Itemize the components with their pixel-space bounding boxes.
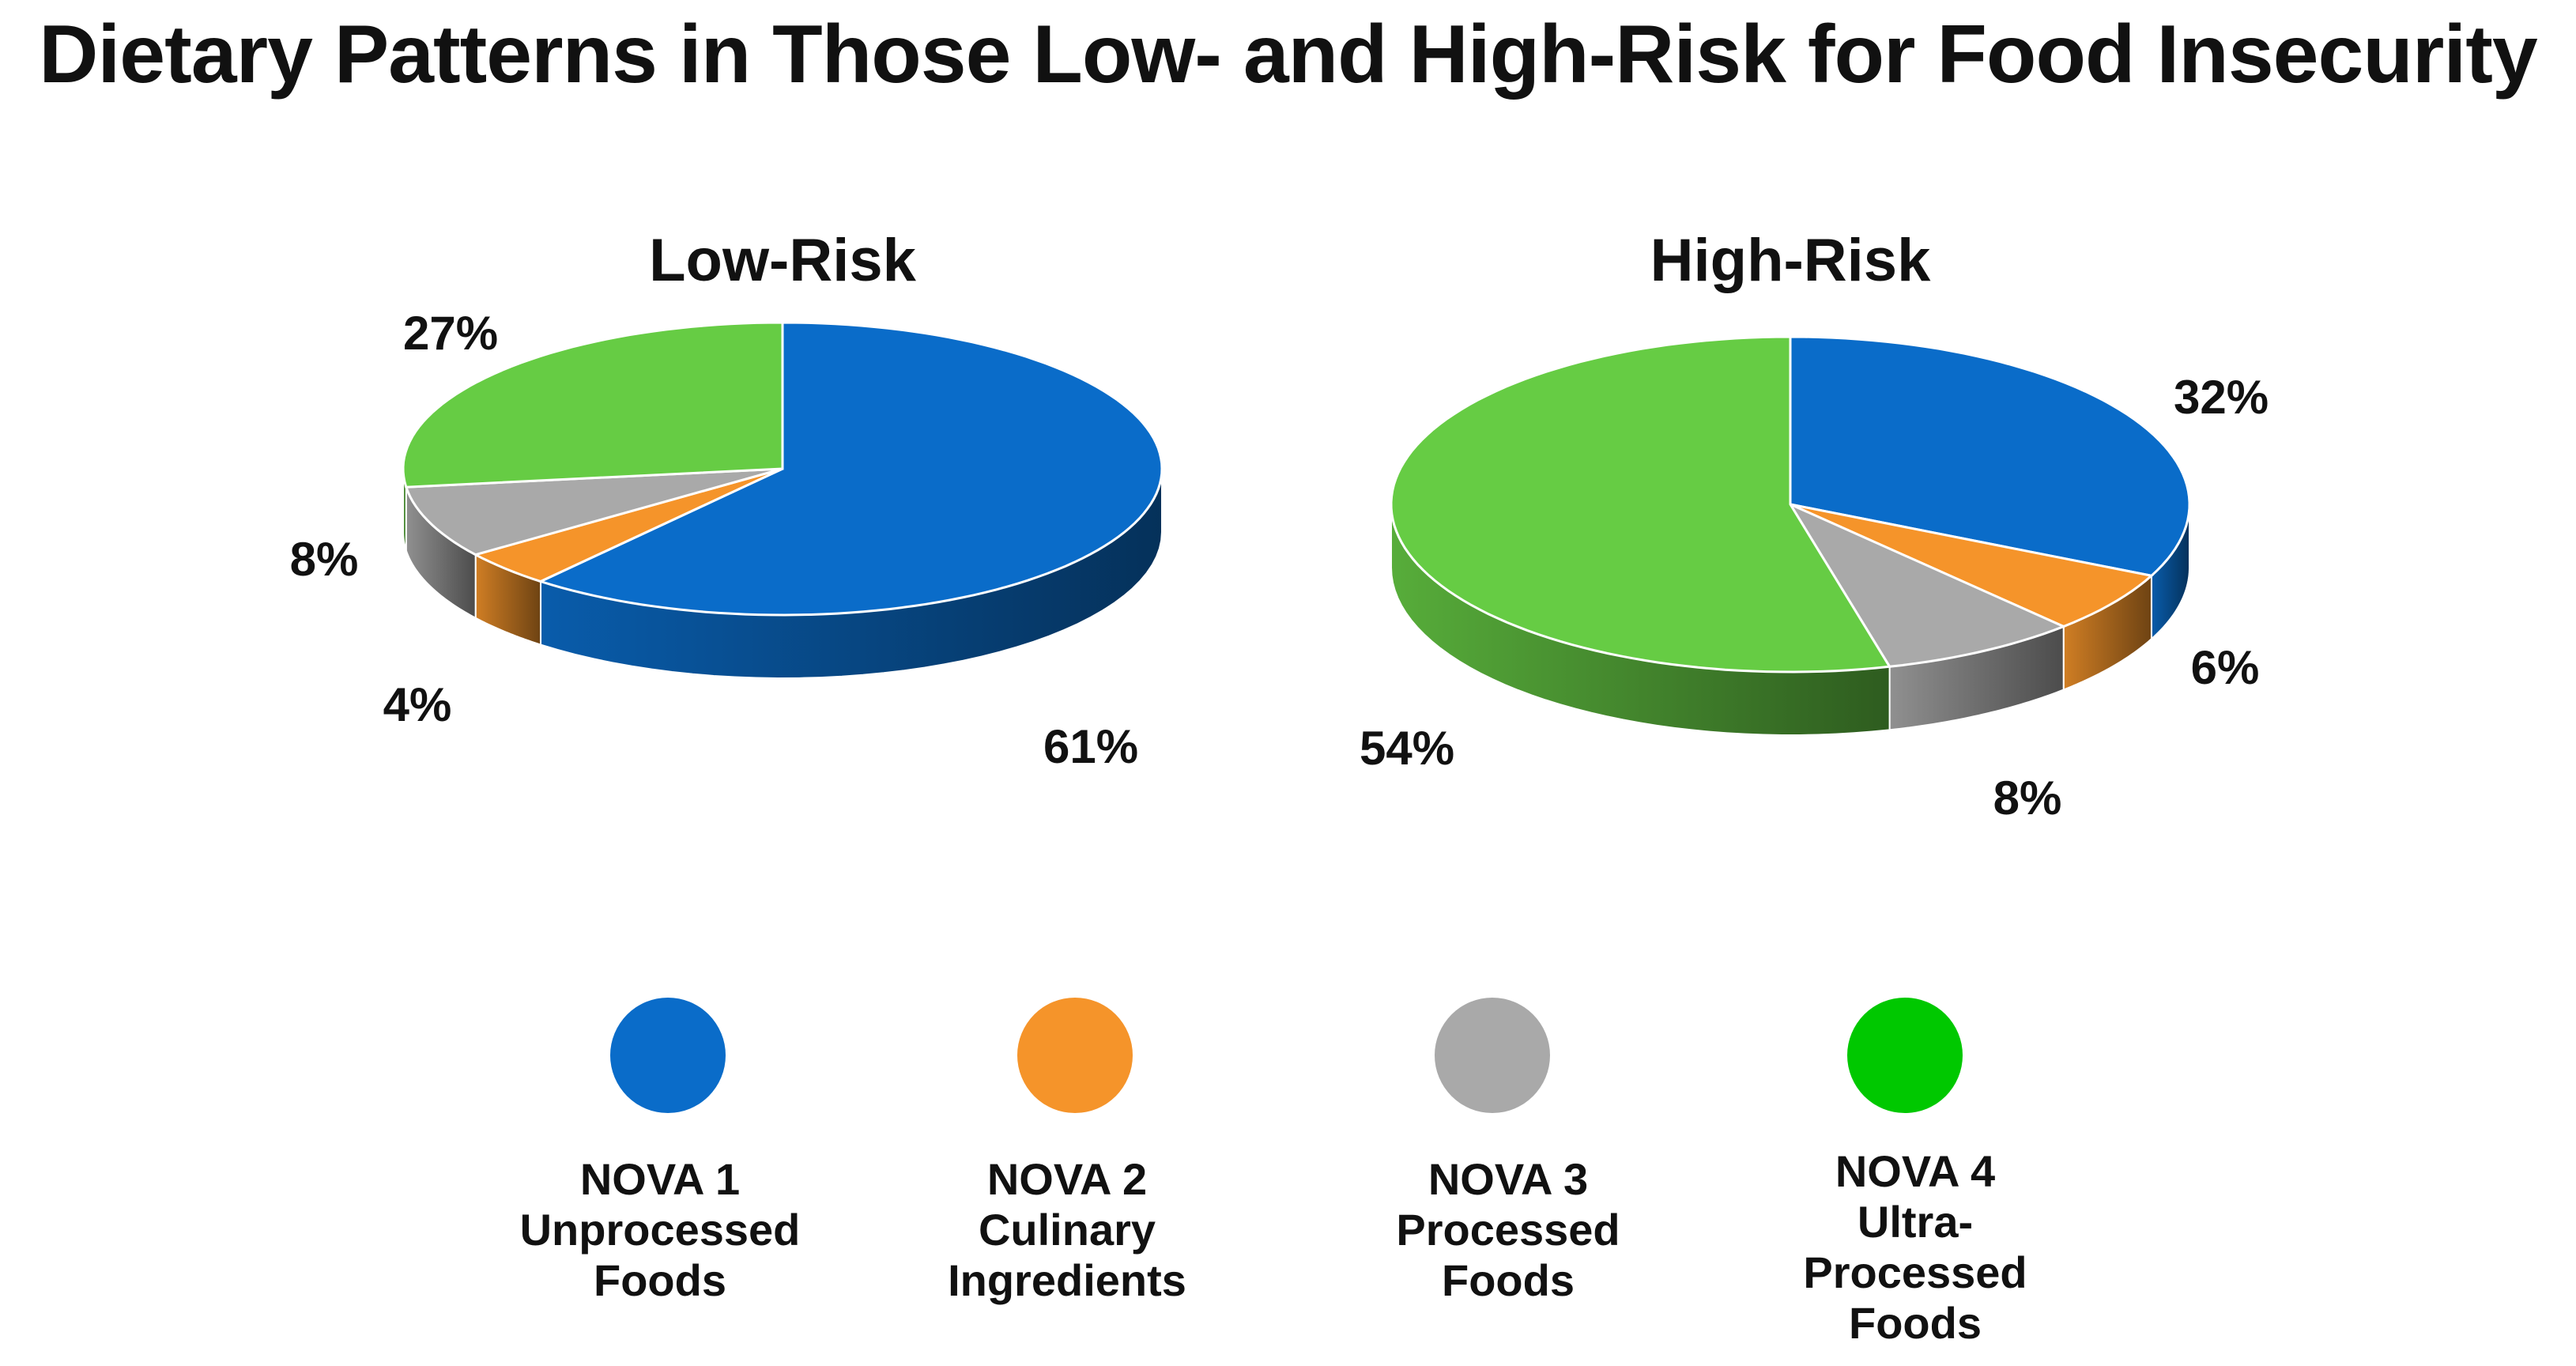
data-label-nova1: 32%	[2174, 371, 2269, 424]
data-label-nova4: 54%	[1360, 722, 1454, 775]
legend-line: Foods	[594, 1255, 726, 1305]
legend-code: NOVA 1	[579, 1154, 741, 1204]
legend-line: Ultra-	[1857, 1197, 1974, 1247]
legend-item-nova2: NOVA 2 Culinary Ingredients	[846, 1154, 1288, 1306]
figure-title: Dietary Patterns in Those Low- and High-…	[39, 9, 2537, 100]
pie-slice-nova2	[472, 467, 783, 583]
data-label-nova3: 8%	[1993, 772, 2062, 825]
legend-line: Culinary	[978, 1205, 1156, 1255]
legend-line: Processed	[1396, 1205, 1620, 1255]
legend-swatch-nova3	[1435, 998, 1550, 1113]
pie-title: High-Risk	[1650, 227, 1931, 294]
legend-swatch-nova1	[610, 998, 726, 1113]
pie-slice-nova4	[1390, 335, 1892, 674]
pie-slice-nova4	[402, 321, 784, 489]
legend-swatch-nova4	[1847, 998, 1963, 1113]
legend-swatches	[610, 998, 1963, 1113]
legend-item-nova1: NOVA 1 Unprocessed Foods	[439, 1154, 881, 1306]
legend-line: Unprocessed	[519, 1205, 801, 1255]
pie-title: Low-Risk	[649, 227, 917, 294]
legend-item-nova3: NOVA 3 Processed Foods	[1287, 1154, 1729, 1306]
legend-line: Ingredients	[948, 1255, 1186, 1305]
pie-slice-nova1	[537, 321, 1164, 617]
data-label-nova4: 27%	[403, 307, 498, 360]
data-label-nova1: 61%	[1043, 720, 1138, 773]
legend-swatch-nova2	[1017, 998, 1133, 1113]
legend-code: NOVA 2	[986, 1154, 1148, 1204]
pie-slice-nova3	[1787, 501, 2067, 668]
legend-item-nova4: NOVA 4 Ultra- Processed Foods	[1694, 1146, 2137, 1349]
data-label-nova3: 8%	[290, 533, 359, 586]
low-risk-pie: Low-Risk 61% 4% 8% 27%	[290, 227, 1164, 773]
pie-slice-nova1	[1789, 335, 2191, 577]
legend-line: Foods	[1849, 1298, 1982, 1348]
pie-side-walls	[1390, 504, 2190, 736]
legend-line: Processed	[1803, 1247, 2027, 1297]
high-risk-pie: High-Risk 32% 6% 8% 54%	[1360, 227, 2269, 825]
data-label-nova2: 6%	[2191, 641, 2260, 694]
pie-slice-nova3	[404, 467, 783, 557]
legend-code: NOVA 4	[1835, 1146, 1996, 1196]
legend-line: Foods	[1442, 1255, 1575, 1305]
pie-slice-nova2	[1790, 503, 2155, 628]
data-label-nova2: 4%	[383, 678, 452, 731]
legend-code: NOVA 3	[1428, 1154, 1589, 1204]
